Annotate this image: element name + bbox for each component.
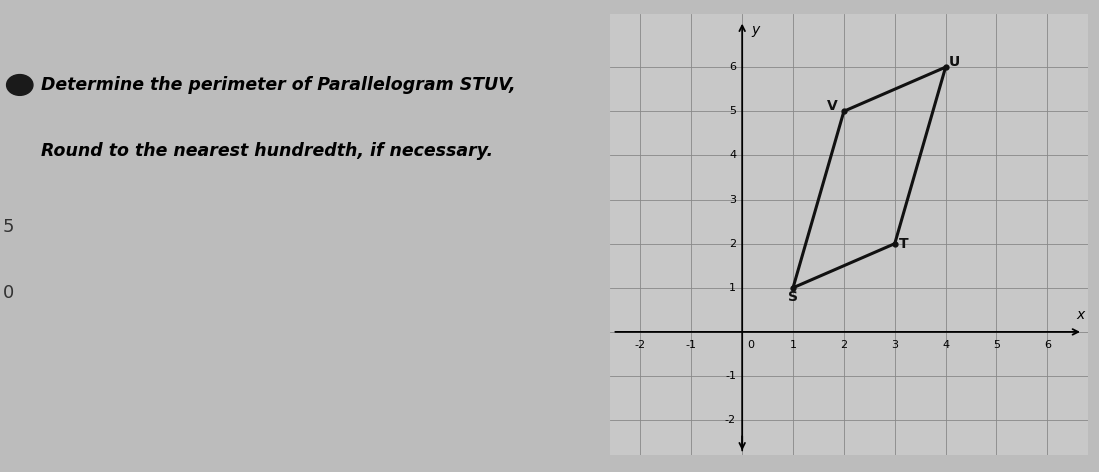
Text: 4: 4	[942, 340, 950, 350]
Text: 4: 4	[729, 151, 736, 160]
Text: -2: -2	[635, 340, 646, 350]
Text: 3: 3	[729, 194, 736, 204]
Text: -1: -1	[686, 340, 697, 350]
Text: 6: 6	[1044, 340, 1051, 350]
Text: 6: 6	[729, 62, 736, 72]
Text: 5: 5	[993, 340, 1000, 350]
Circle shape	[7, 75, 33, 95]
Text: Round to the nearest hundredth, if necessary.: Round to the nearest hundredth, if neces…	[41, 142, 492, 160]
Text: 1: 1	[729, 283, 736, 293]
Text: x: x	[1076, 308, 1085, 322]
Text: 1: 1	[789, 340, 797, 350]
Text: 3: 3	[891, 340, 898, 350]
Text: 0: 0	[747, 340, 754, 350]
Text: T: T	[899, 236, 909, 251]
Text: S: S	[788, 290, 798, 304]
Text: 5: 5	[729, 106, 736, 116]
Text: V: V	[828, 99, 839, 113]
Text: -1: -1	[725, 371, 736, 381]
Text: 5: 5	[3, 218, 14, 236]
Text: U: U	[950, 55, 961, 69]
Text: 0: 0	[3, 284, 14, 302]
Text: y: y	[752, 23, 759, 37]
Text: 2: 2	[729, 239, 736, 249]
Text: 2: 2	[841, 340, 847, 350]
Text: -2: -2	[725, 415, 736, 425]
Text: Determine the perimeter of Parallelogram STUV,: Determine the perimeter of Parallelogram…	[41, 76, 515, 94]
